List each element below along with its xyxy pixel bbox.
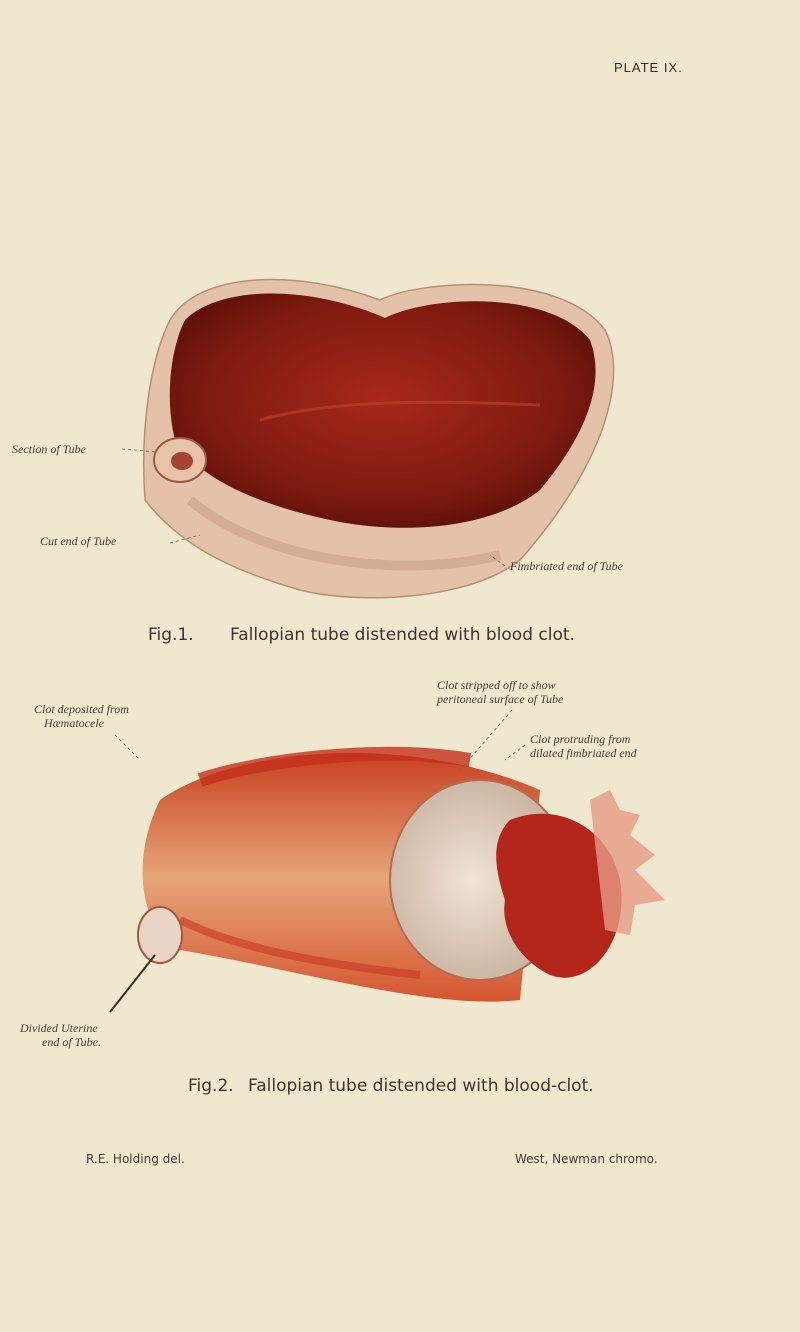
- figure-2-caption: Fallopian tube distended with blood-clot…: [248, 1076, 594, 1096]
- leader-line: [459, 709, 513, 771]
- leader-line: [169, 534, 201, 544]
- figure-1-illustration: [143, 278, 615, 599]
- leader-line: [121, 448, 159, 453]
- label-section-of-tube: Section of Tube: [12, 442, 87, 456]
- credit-artist: R.E. Holding del.: [86, 1152, 185, 1166]
- label-uterine-end: Divided Uterine: [19, 1021, 98, 1035]
- label-clot-deposited: Hæmatocele: [43, 716, 105, 730]
- label-clot-stripped: Clot stripped off to show: [437, 678, 556, 692]
- figure-2-illustration: [109, 746, 665, 1013]
- label-cut-end: Cut end of Tube: [40, 534, 117, 548]
- figure-2-number: Fig.2.: [188, 1076, 234, 1096]
- figure-1-caption: Fallopian tube distended with blood clot…: [230, 625, 575, 645]
- plate-number: PLATE IX.: [614, 60, 683, 75]
- label-clot-deposited: Clot deposited from: [34, 702, 129, 716]
- label-clot-stripped: peritoneal surface of Tube: [436, 692, 564, 706]
- leader-line: [114, 734, 141, 761]
- pin: [109, 954, 156, 1013]
- figure-1-number: Fig.1.: [148, 625, 194, 645]
- label-clot-protruding: dilated fimbriated end: [530, 746, 638, 760]
- label-fimbriated-end: Fimbriated end of Tube: [509, 559, 624, 573]
- label-uterine-end: end of Tube.: [42, 1035, 101, 1049]
- credit-printer: West, Newman chromo.: [515, 1152, 658, 1166]
- leader-line: [504, 744, 526, 761]
- label-clot-protruding: Clot protruding from: [530, 732, 631, 746]
